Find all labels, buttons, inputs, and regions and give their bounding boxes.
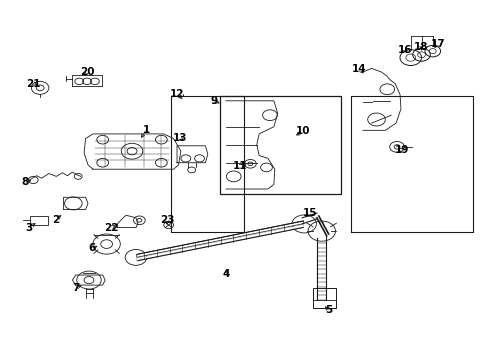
Text: 11: 11 [232,161,246,171]
Text: 17: 17 [429,39,444,49]
Text: 20: 20 [80,67,94,77]
Text: 12: 12 [169,89,184,99]
Text: 2: 2 [53,215,60,225]
Text: 15: 15 [303,208,317,218]
Text: 1: 1 [143,125,150,135]
Text: 9: 9 [210,96,217,106]
Text: 5: 5 [325,305,332,315]
Text: 6: 6 [88,243,95,253]
Text: 4: 4 [222,269,229,279]
Text: 18: 18 [413,42,428,52]
Text: 3: 3 [26,222,33,233]
Text: 23: 23 [160,215,174,225]
Text: 14: 14 [351,64,366,74]
Bar [220,96,341,194]
Text: 13: 13 [172,132,187,143]
Text: 19: 19 [394,145,408,156]
Text: 21: 21 [26,78,41,89]
Bar [312,288,336,308]
Text: 7: 7 [72,283,80,293]
Text: 16: 16 [397,45,411,55]
Text: 22: 22 [104,222,119,233]
Text: 10: 10 [295,126,310,136]
Text: 8: 8 [22,177,29,187]
Bar [171,96,243,232]
